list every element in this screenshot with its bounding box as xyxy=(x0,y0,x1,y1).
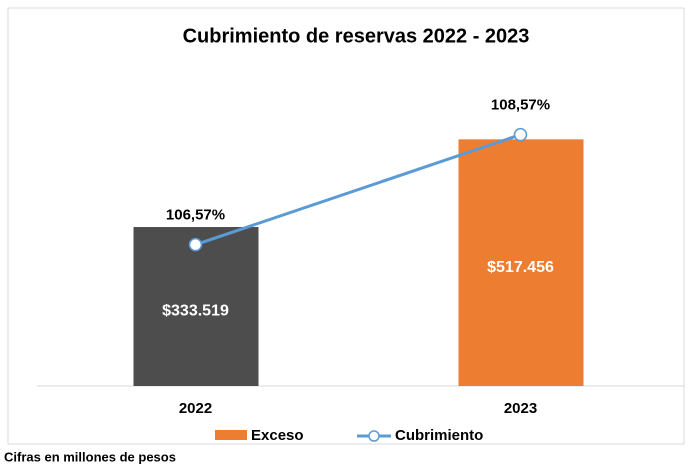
legend-label: Cubrimiento xyxy=(395,427,483,444)
data-label: 106,57% xyxy=(166,207,225,224)
line-marker xyxy=(513,127,528,142)
data-label: 108,57% xyxy=(491,97,550,114)
legend-swatch xyxy=(215,430,247,440)
line xyxy=(195,133,521,247)
bar xyxy=(133,227,259,386)
data-label: $333.519 xyxy=(162,303,229,320)
bar xyxy=(458,139,584,386)
chart-title: Cubrimiento de reservas 2022 - 2023 xyxy=(183,25,530,47)
x-tick-label: 2023 xyxy=(504,400,537,417)
x-tick-label: 2022 xyxy=(179,400,212,417)
line-marker xyxy=(188,237,203,252)
legend-marker xyxy=(368,430,380,442)
data-label: $517.456 xyxy=(487,259,554,276)
legend-label: Exceso xyxy=(251,427,304,444)
note: Cifras en millones de pesos xyxy=(4,449,176,464)
